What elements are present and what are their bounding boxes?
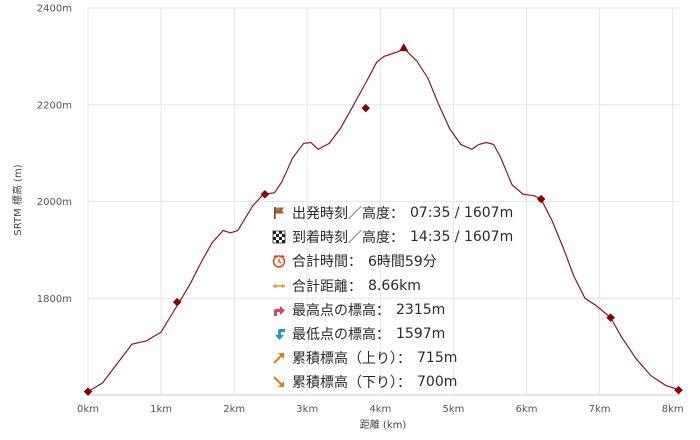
ascent-arrow-icon — [273, 353, 284, 364]
waypoint-marker — [361, 103, 370, 113]
cumulative-ascent-label: 累積標高（上り）： — [292, 351, 411, 368]
x-tick-label: 6km — [516, 404, 538, 415]
cumulative-descent-value: 700m — [417, 374, 458, 391]
y-tick-label: 2200m — [37, 100, 72, 111]
y-tick-label: 1800m — [37, 294, 72, 305]
highest-point-value: 2315m — [396, 301, 446, 318]
x-axis-title: 距離 (km) — [360, 418, 407, 431]
cumulative-ascent-value: 715m — [417, 350, 458, 367]
lowest-point-label: 最低点の標高： — [292, 327, 390, 344]
cumulative-descent-row: 累積標高（下り）： 700m — [272, 370, 572, 394]
y-axis-ticks: 2400m 2200m 2000m 1800m — [37, 4, 72, 305]
x-tick-label: 2km — [223, 404, 245, 415]
y-axis-title: SRTM 標高 (m) — [11, 164, 24, 235]
waypoint-marker — [172, 297, 182, 307]
x-tick-label: 7km — [589, 404, 611, 415]
y-tick-label: 2400m — [37, 4, 72, 15]
total-time-label: 合計時間： — [292, 254, 362, 271]
arrival-label: 到着時刻／高度： — [292, 230, 404, 247]
total-time-row: 合計時間： 6時間59分 — [272, 249, 572, 273]
waypoint-marker — [606, 313, 615, 322]
clock-icon — [272, 255, 286, 269]
total-distance-value: 8.66km — [368, 277, 421, 294]
cumulative-ascent-row: 累積標高（上り）： 715m — [272, 346, 572, 370]
waypoint-marker — [83, 387, 93, 396]
total-distance-row: 合計距離： 8.66km — [272, 274, 572, 298]
elevation-profile-line — [87, 46, 681, 393]
departure-label: 出発時刻／高度： — [292, 206, 404, 223]
chart-grid — [87, 7, 680, 396]
cumulative-descent-label: 累積標高（下り）： — [292, 375, 411, 392]
highest-point-row: 最高点の標高： 2315m — [272, 298, 572, 322]
x-axis-ticks: 0km 1km 2km 3km 4km 5km 6km 7km 8km — [77, 404, 684, 415]
up-arrow-icon — [274, 305, 285, 316]
x-tick-label: 3km — [296, 404, 318, 415]
distance-arrows-icon — [273, 283, 285, 289]
highest-point-label: 最高点の標高： — [292, 302, 390, 319]
departure-value: 07:35 / 1607m — [410, 205, 514, 222]
x-tick-label: 1km — [150, 404, 172, 415]
x-tick-label: 5km — [442, 404, 464, 415]
descent-arrow-icon — [273, 376, 284, 388]
arrival-value: 14:35 / 1607m — [410, 229, 514, 246]
y-tick-label: 2000m — [37, 197, 72, 208]
down-arrow-icon — [275, 329, 285, 341]
waypoint-marker — [260, 190, 270, 199]
route-summary-panel: 出発時刻／高度： 07:35 / 1607m 到着時刻／高度： 14:35 / … — [272, 201, 572, 395]
start-flag-icon — [274, 207, 284, 220]
x-tick-label: 8km — [662, 404, 684, 415]
departure-row: 出発時刻／高度： 07:35 / 1607m — [272, 201, 572, 225]
x-tick-label: 4km — [369, 404, 391, 415]
waypoint-marker — [674, 385, 683, 395]
lowest-point-value: 1597m — [396, 326, 446, 343]
total-distance-label: 合計距離： — [292, 278, 362, 295]
x-tick-label: 0km — [77, 404, 99, 415]
arrival-row: 到着時刻／高度： 14:35 / 1607m — [272, 225, 572, 249]
lowest-point-row: 最低点の標高： 1597m — [272, 322, 572, 346]
checkered-flag-icon — [272, 230, 286, 244]
total-time-value: 6時間59分 — [368, 254, 437, 271]
summit-marker — [399, 43, 409, 52]
